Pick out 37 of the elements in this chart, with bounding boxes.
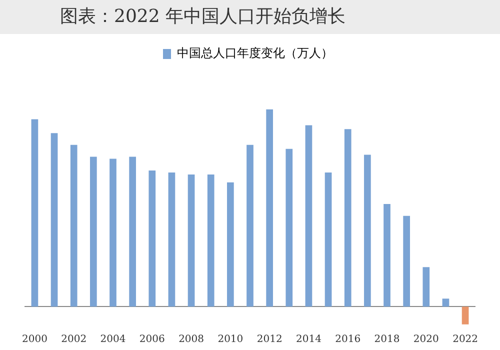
bar [442,298,450,307]
bar [129,156,136,307]
chart-title: 图表：2022 年中国人口开始负增长 [0,0,500,34]
x-tick-label: 2018 [374,334,400,346]
bar [266,109,273,307]
x-tick-label: 2014 [296,334,322,346]
x-tick-label: 2010 [218,334,244,346]
x-tick-label: 2022 [452,334,478,346]
x-tick-label: 2006 [139,334,165,346]
x-tick-label: 2004 [100,334,126,346]
bar [168,172,176,307]
bar [31,119,38,307]
x-tick-label: 2008 [178,334,204,346]
bar [403,216,410,307]
bar [70,144,78,307]
bar [110,158,116,307]
x-tick-label: 2000 [22,334,48,346]
bar [148,170,156,307]
bar [227,182,234,307]
legend-label: 中国总人口年度变化（万人） [177,46,333,60]
bar [207,174,214,307]
bar [246,144,254,307]
bar [384,204,390,307]
bar [305,125,312,307]
bar [364,154,371,307]
bar [90,156,97,307]
bar [188,174,195,307]
bar [344,129,352,307]
bar [50,133,58,307]
x-tick-label: 2012 [256,334,282,346]
bar [286,148,293,307]
x-tick-label: 2002 [61,334,87,346]
bar [324,172,332,307]
bar [462,306,469,324]
x-tick-label: 2016 [335,334,361,346]
bar [422,267,430,307]
x-tick-label: 2020 [413,334,439,346]
